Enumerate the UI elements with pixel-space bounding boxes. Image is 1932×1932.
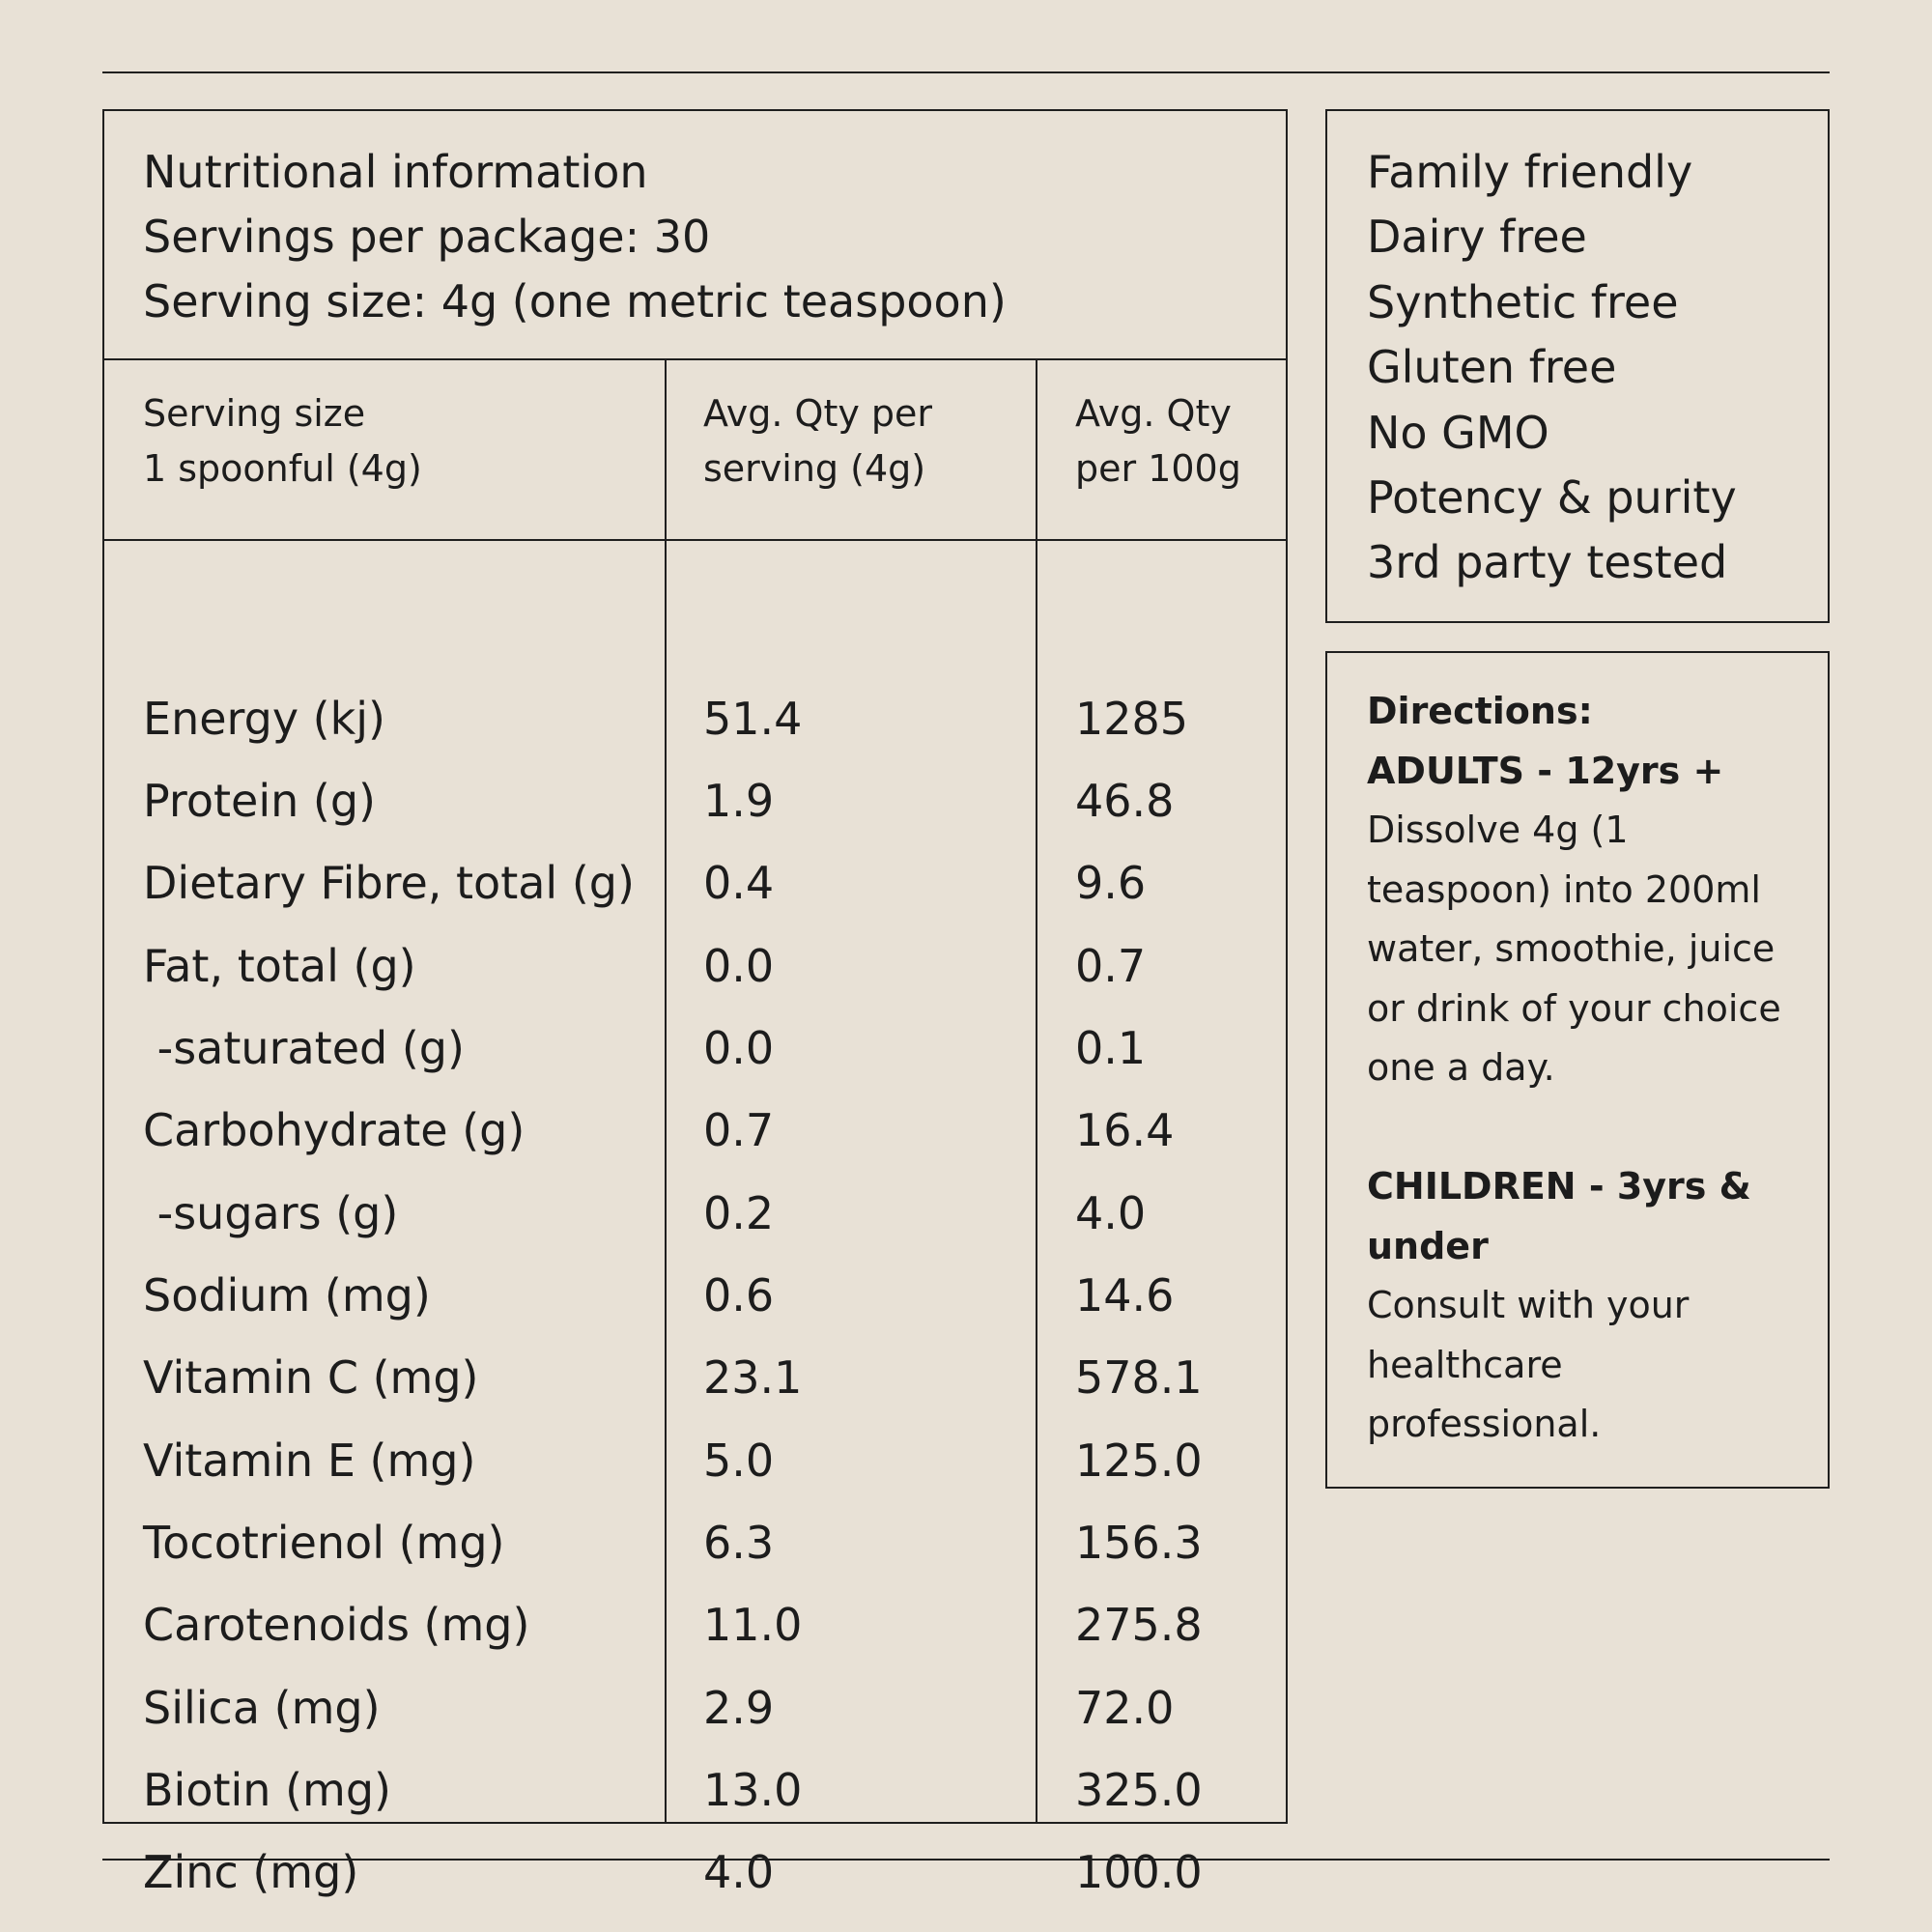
per-100g-value: 0.7 [1075,940,1147,992]
claim-no-gmo: No GMO [1367,406,1549,459]
children-text-line: professional. [1367,1403,1602,1445]
table-row: Fat, total (g) 0.0 0.7 [104,933,1286,1015]
nutrient-name: Dietary Fibre, total (g) [143,857,635,909]
per-100g-value: 156.3 [1075,1517,1203,1569]
directions-panel: Directions: ADULTS - 12yrs + Dissolve 4g… [1325,651,1830,1489]
table-row: Silica (mg) 2.9 72.0 [104,1675,1286,1757]
table-row: Carbohydrate (g) 0.7 16.4 [104,1097,1286,1179]
product-claims-panel: Family friendly Dairy free Synthetic fre… [1325,109,1830,623]
nutrient-name: Tocotrienol (mg) [143,1517,505,1569]
table-row: Dietary Fibre, total (g) 0.4 9.6 [104,850,1286,932]
table-row: Sodium (mg) 0.6 14.6 [104,1263,1286,1345]
column-header-serving: Serving size 1 spoonful (4g) [143,392,422,490]
per-serving-value: 5.0 [703,1435,775,1487]
adults-text-line: or drink of your choice [1367,986,1781,1030]
per-serving-value: 13.0 [703,1764,803,1816]
adults-text-line: teaspoon) into 200ml [1367,867,1761,911]
per-100g-value: 72.0 [1075,1682,1175,1734]
per-100g-value: 275.8 [1075,1599,1203,1651]
nutrient-name: Zinc (mg) [143,1846,359,1898]
nutrient-name: Carbohydrate (g) [143,1104,526,1156]
per-100g-value: 125.0 [1075,1435,1203,1487]
per-serving-value: 0.0 [703,1022,775,1074]
per-100g-value: 100.0 [1075,1846,1203,1898]
per-100g-value: 0.1 [1075,1022,1147,1074]
claim-dairy-free: Dairy free [1367,211,1587,264]
column-header-per-serving: Avg. Qty per serving (4g) [703,392,933,490]
per-serving-value: 1.9 [703,775,775,827]
per-serving-value: 0.2 [703,1187,775,1239]
table-row: Zinc (mg) 4.0 100.0 [104,1839,1286,1921]
children-heading: CHILDREN - 3yrs & [1367,1165,1751,1208]
per-serving-value: 0.0 [703,940,775,992]
nutrient-name: Energy (kj) [143,693,385,745]
per-serving-value: 2.9 [703,1682,775,1734]
children-text-line: healthcare [1367,1343,1563,1386]
nutrient-name: -saturated (g) [143,1022,465,1074]
children-heading: under [1367,1224,1489,1267]
adults-text-line: one a day. [1367,1046,1555,1089]
nutrient-name: Vitamin E (mg) [143,1435,476,1487]
nutrient-name: Sodium (mg) [143,1269,431,1321]
per-100g-value: 16.4 [1075,1104,1175,1156]
per-100g-value: 9.6 [1075,857,1147,909]
bottom-divider [102,1859,1830,1861]
nutrient-name: Biotin (mg) [143,1764,391,1816]
table-row: Carotenoids (mg) 11.0 275.8 [104,1592,1286,1674]
serving-size: Serving size: 4g (one metric teaspoon) [143,275,1007,327]
nutrient-name: Carotenoids (mg) [143,1599,530,1651]
directions-title: Directions: [1367,690,1593,732]
claim-family-friendly: Family friendly [1367,146,1693,198]
table-row: Energy (kj) 51.4 1285 [104,686,1286,768]
per-serving-value: 51.4 [703,693,803,745]
nutrient-name: Fat, total (g) [143,940,416,992]
adults-text-line: water, smoothie, juice [1367,927,1776,970]
claim-third-party-tested: 3rd party tested [1367,536,1728,589]
table-row: -sugars (g) 0.2 4.0 [104,1180,1286,1263]
servings-per-package: Servings per package: 30 [143,211,711,263]
per-serving-value: 0.6 [703,1269,775,1321]
per-100g-value: 1285 [1075,693,1189,745]
adults-heading: ADULTS - 12yrs + [1367,749,1724,792]
per-100g-value: 46.8 [1075,775,1175,827]
claim-potency-purity: Potency & purity [1367,471,1737,525]
column-headers: Serving size 1 spoonful (4g) Avg. Qty pe… [104,360,1286,541]
per-serving-value: 11.0 [703,1599,803,1651]
nutrient-name: Vitamin C (mg) [143,1351,479,1404]
per-serving-value: 0.4 [703,857,775,909]
children-text-line: Consult with your [1367,1284,1690,1326]
nutrition-title: Nutritional information [143,146,648,198]
adults-text-line: Dissolve 4g (1 [1367,809,1629,851]
nutrition-header: Nutritional information Servings per pac… [104,111,1286,360]
per-100g-value: 578.1 [1075,1351,1203,1404]
nutrient-name: Silica (mg) [143,1682,381,1734]
column-divider [1036,358,1037,1822]
table-row: Protein (g) 1.9 46.8 [104,768,1286,850]
per-serving-value: 4.0 [703,1846,775,1898]
table-row: Tocotrienol (mg) 6.3 156.3 [104,1510,1286,1592]
table-row: -saturated (g) 0.0 0.1 [104,1015,1286,1097]
claim-gluten-free: Gluten free [1367,341,1617,394]
table-row: Vitamin C (mg) 23.1 578.1 [104,1345,1286,1427]
spacer [1367,1098,1828,1158]
top-divider [102,71,1830,73]
per-serving-value: 6.3 [703,1517,775,1569]
table-row: Vitamin E (mg) 5.0 125.0 [104,1428,1286,1510]
per-serving-value: 23.1 [703,1351,803,1404]
nutrition-panel: Nutritional information Servings per pac… [102,109,1288,1898]
nutrient-name: Protein (g) [143,775,376,827]
nutrient-name: -sugars (g) [143,1187,399,1239]
table-row: Biotin (mg) 13.0 325.0 [104,1757,1286,1839]
per-serving-value: 0.7 [703,1104,775,1156]
per-100g-value: 14.6 [1075,1269,1175,1321]
per-100g-value: 325.0 [1075,1764,1203,1816]
per-100g-value: 4.0 [1075,1187,1147,1239]
claim-synthetic-free: Synthetic free [1367,275,1679,328]
column-divider [665,358,667,1822]
column-header-per-100g: Avg. Qty per 100g [1075,392,1241,490]
